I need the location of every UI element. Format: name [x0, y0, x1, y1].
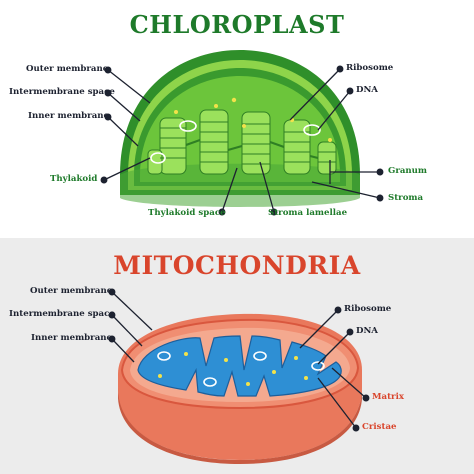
- chloroplast-leader-lines: [100, 65, 384, 216]
- chloroplast-cut-face: [120, 163, 360, 207]
- mito-outer-membrane-label: Outer membrane: [30, 286, 113, 296]
- mito-cristae-label: Cristae: [362, 422, 397, 432]
- mito-dna: [157, 351, 325, 387]
- mitochondria-illustration: [108, 288, 370, 464]
- chloro-granum-label: Granum: [388, 166, 428, 176]
- chloro-ribosome-label: Ribosome: [346, 63, 394, 73]
- chloro-thylakoid-label: Thylakoid: [50, 174, 98, 184]
- chloroplast-dna: [150, 120, 321, 164]
- mitochondria-title: MITOCHONDRIA: [113, 251, 361, 280]
- chloro-dna-label: DNA: [356, 85, 378, 95]
- granum-stack-3: [241, 111, 271, 175]
- chloroplast-illustration: [100, 50, 384, 216]
- mito-ribosomes: [158, 352, 308, 386]
- mitochondria-panel: MITOCHONDRIA: [0, 238, 474, 474]
- chloro-stroma-label: Stroma: [388, 193, 424, 203]
- mito-ribosome-label: Ribosome: [344, 304, 392, 314]
- grana-stacks: [147, 109, 337, 175]
- chloro-outer-membrane-label: Outer membrane: [26, 64, 109, 74]
- mito-inner-membrane-label: Inner membrane: [31, 333, 112, 343]
- mito-intermembrane-space-label: Intermembrane space: [9, 309, 115, 319]
- granum-stack-4: [283, 119, 311, 175]
- chloro-stroma-lamellae-label: Stroma lamellae: [268, 208, 348, 218]
- mito-dna-label: DNA: [356, 326, 378, 336]
- granum-stack-5: [317, 141, 337, 175]
- chloro-inner-membrane-label: Inner membrane: [28, 111, 109, 121]
- granum-stack-1: [159, 117, 187, 175]
- chloro-thylakoid-space-label: Thylakoid space: [148, 208, 226, 218]
- chloroplast-title: CHLOROPLAST: [129, 10, 345, 39]
- mito-matrix-shape: [137, 335, 342, 397]
- mito-leader-lines: [108, 288, 370, 432]
- chloroplast-panel: CHLOROPLAST: [9, 10, 428, 218]
- chloro-intermembrane-space-label: Intermembrane space: [9, 87, 115, 97]
- mito-matrix-label: Matrix: [372, 392, 404, 402]
